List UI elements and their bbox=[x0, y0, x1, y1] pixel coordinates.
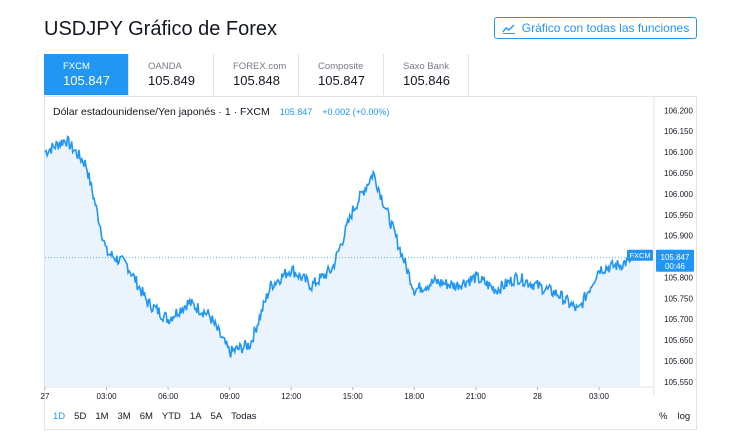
x-tick-label: 06:00 bbox=[158, 392, 179, 401]
range-button-5d[interactable]: 5D bbox=[74, 411, 87, 422]
y-tick-label: 106.150 bbox=[664, 127, 693, 136]
x-tick-label: 21:00 bbox=[466, 392, 487, 401]
tab-saxo-bank[interactable]: Saxo Bank 105.846 bbox=[384, 54, 469, 95]
y-tick-label: 105.900 bbox=[664, 232, 693, 241]
percent-scale-button[interactable]: % bbox=[659, 411, 668, 422]
range-button-1d[interactable]: 1D bbox=[53, 411, 66, 422]
x-tick-label: 27 bbox=[41, 392, 50, 401]
y-tick-label: 106.100 bbox=[664, 148, 693, 157]
price-area bbox=[45, 136, 640, 386]
legend-price: 105.847 bbox=[279, 107, 313, 117]
price-marker-countdown: 00:46 bbox=[665, 262, 686, 271]
x-tick-label: 18:00 bbox=[404, 392, 425, 401]
chart-panel bbox=[44, 96, 697, 430]
range-button-5a[interactable]: 5A bbox=[210, 411, 223, 422]
range-button-6m[interactable]: 6M bbox=[139, 411, 153, 422]
range-button-ytd[interactable]: YTD bbox=[161, 411, 181, 422]
y-tick-label: 105.950 bbox=[664, 211, 693, 220]
x-tick-label: 03:00 bbox=[97, 392, 118, 401]
y-tick-label: 105.750 bbox=[664, 294, 693, 303]
source-badge bbox=[627, 249, 653, 261]
x-tick-label: 12:00 bbox=[281, 392, 302, 401]
tab-value: 105.847 bbox=[318, 73, 365, 88]
full-chart-label: Gráfico con todas las funciones bbox=[521, 21, 690, 35]
tab-forex-com[interactable]: FOREX.com 105.848 bbox=[214, 54, 299, 95]
y-tick-label: 105.600 bbox=[664, 357, 693, 366]
source-tabs: FXCM 105.847 OANDA 105.849 FOREX.com 105… bbox=[44, 54, 697, 97]
legend-title: Dólar estadounidense/Yen japonés · 1 · F… bbox=[53, 106, 270, 118]
range-button-all[interactable]: Todas bbox=[231, 411, 257, 422]
legend-change: +0.002 (+0.00%) bbox=[322, 107, 390, 117]
tab-composite[interactable]: Composite 105.847 bbox=[299, 54, 384, 95]
full-chart-button[interactable]: Gráfico con todas las funciones bbox=[494, 17, 697, 39]
tab-name: OANDA bbox=[148, 61, 182, 72]
chart-legend: Dólar estadounidense/Yen japonés · 1 · F… bbox=[53, 106, 389, 118]
source-badge-label: FXCM bbox=[629, 251, 650, 260]
tab-name: FOREX.com bbox=[233, 61, 287, 72]
tab-name: Composite bbox=[318, 61, 364, 72]
log-scale-button[interactable]: log bbox=[677, 411, 691, 422]
page-title: USDJPY Gráfico de Forex bbox=[44, 18, 278, 40]
tab-value: 105.847 bbox=[63, 73, 110, 88]
tab-fxcm[interactable]: FXCM 105.847 bbox=[44, 54, 129, 95]
price-marker bbox=[656, 249, 694, 272]
range-button-1a[interactable]: 1A bbox=[189, 411, 202, 422]
range-selector: 1D 5D 1M 3M 6M YTD 1A 5A Todas bbox=[53, 411, 257, 422]
scale-selector: % log bbox=[659, 411, 690, 422]
price-marker-value: 105.847 bbox=[661, 253, 690, 262]
y-tick-label: 105.800 bbox=[664, 273, 693, 282]
price-line bbox=[44, 134, 641, 358]
tab-name: Saxo Bank bbox=[403, 61, 449, 72]
y-tick-label: 105.650 bbox=[664, 336, 693, 345]
tab-oanda[interactable]: OANDA 105.849 bbox=[129, 54, 214, 95]
y-tick-label: 106.050 bbox=[664, 169, 693, 178]
tab-value: 105.849 bbox=[148, 73, 195, 88]
range-button-3m[interactable]: 3M bbox=[117, 411, 131, 422]
chart-icon bbox=[502, 24, 515, 34]
x-tick-label: 03:00 bbox=[589, 392, 610, 401]
range-button-1m[interactable]: 1M bbox=[95, 411, 109, 422]
x-tick-label: 28 bbox=[533, 392, 542, 401]
tab-name: FXCM bbox=[63, 61, 90, 72]
y-tick-label: 106.200 bbox=[664, 106, 693, 115]
y-tick-label: 105.550 bbox=[664, 378, 693, 387]
tab-value: 105.848 bbox=[233, 73, 280, 88]
x-tick-label: 09:00 bbox=[220, 392, 241, 401]
y-tick-label: 105.700 bbox=[664, 315, 693, 324]
x-tick-label: 15:00 bbox=[343, 392, 364, 401]
y-tick-label: 106.000 bbox=[664, 190, 693, 199]
tab-value: 105.846 bbox=[403, 73, 450, 88]
